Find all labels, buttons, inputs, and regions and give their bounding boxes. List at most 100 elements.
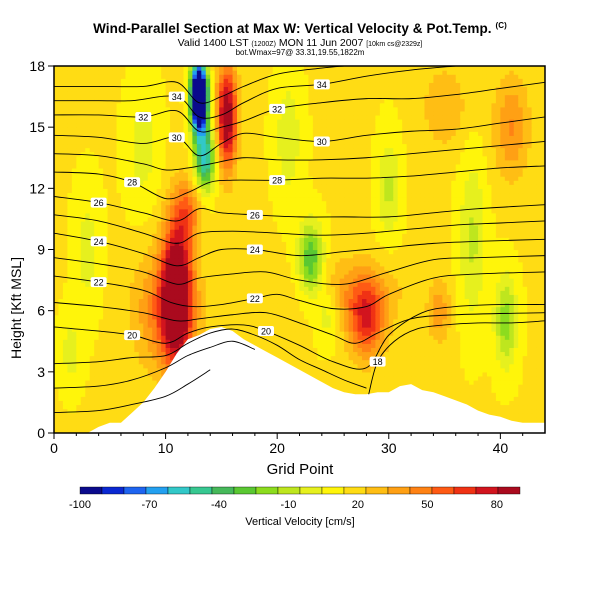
- velocity-cell: [469, 400, 475, 406]
- velocity-cell: [361, 290, 368, 295]
- velocity-cell: [536, 273, 542, 279]
- velocity-cell: [527, 273, 533, 279]
- velocity-cell: [183, 278, 189, 283]
- velocity-cell: [451, 302, 457, 308]
- velocity-cell: [98, 253, 104, 259]
- velocity-cell: [312, 375, 318, 381]
- velocity-cell: [241, 261, 247, 267]
- velocity-cell: [335, 351, 341, 357]
- velocity-cell: [120, 326, 127, 332]
- velocity-cell: [522, 375, 528, 381]
- velocity-cell: [344, 310, 350, 316]
- velocity-cell: [250, 261, 256, 267]
- velocity-cell: [433, 339, 439, 344]
- velocity-cell: [321, 363, 327, 369]
- velocity-cell: [353, 269, 359, 275]
- velocity-cell: [500, 257, 506, 263]
- velocity-cell: [129, 347, 135, 353]
- velocity-cell: [281, 261, 287, 267]
- velocity-cell: [455, 269, 461, 275]
- velocity-cell: [509, 404, 515, 410]
- velocity-cell: [344, 318, 350, 324]
- velocity-cell: [393, 269, 399, 275]
- velocity-cell: [357, 318, 363, 324]
- velocity-cell: [120, 371, 127, 377]
- velocity-cell: [540, 379, 545, 385]
- velocity-cell: [500, 375, 506, 381]
- velocity-cell: [397, 331, 403, 336]
- velocity-cell: [348, 339, 354, 344]
- velocity-cell: [58, 245, 64, 251]
- velocity-cell: [152, 286, 158, 291]
- velocity-cell: [527, 355, 533, 361]
- velocity-cell: [455, 351, 461, 357]
- velocity-cell: [384, 331, 390, 336]
- velocity-cell: [469, 339, 475, 344]
- velocity-cell: [482, 265, 488, 271]
- velocity-cell: [107, 306, 113, 312]
- velocity-cell: [272, 314, 278, 320]
- velocity-cell: [500, 306, 506, 312]
- velocity-cell: [437, 269, 443, 275]
- velocity-cell: [89, 269, 95, 275]
- velocity-cell: [71, 322, 77, 328]
- velocity-cell: [540, 314, 545, 320]
- velocity-cell: [411, 371, 417, 377]
- velocity-cell: [420, 261, 426, 267]
- velocity-cell: [165, 351, 171, 357]
- velocity-cell: [219, 282, 225, 287]
- velocity-cell: [473, 359, 479, 365]
- velocity-cell: [129, 253, 135, 259]
- velocity-cell: [187, 245, 193, 251]
- velocity-cell: [522, 335, 528, 340]
- velocity-cell: [437, 306, 443, 312]
- velocity-cell: [411, 326, 417, 332]
- velocity-cell: [272, 257, 278, 263]
- velocity-cell: [312, 282, 318, 287]
- velocity-cell: [370, 331, 376, 336]
- velocity-cell: [277, 294, 283, 300]
- velocity-cell: [504, 278, 510, 283]
- velocity-cell: [138, 367, 144, 373]
- velocity-cell: [259, 339, 265, 344]
- velocity-cell: [205, 294, 211, 300]
- velocity-cell: [299, 282, 305, 287]
- velocity-cell: [76, 408, 82, 414]
- velocity-cell: [527, 404, 533, 410]
- velocity-cell: [62, 384, 68, 389]
- velocity-cell: [67, 278, 73, 283]
- velocity-cell: [156, 347, 162, 353]
- velocity-cell: [504, 318, 510, 324]
- velocity-cell: [62, 310, 68, 316]
- velocity-cell: [527, 396, 533, 401]
- velocity-cell: [321, 261, 327, 267]
- velocity-cell: [518, 404, 524, 410]
- velocity-cell: [125, 408, 131, 414]
- velocity-cell: [518, 339, 524, 344]
- velocity-cell: [178, 294, 185, 300]
- velocity-cell: [486, 326, 493, 332]
- velocity-cell: [491, 351, 497, 357]
- velocity-cell: [513, 331, 519, 336]
- velocity-cell: [272, 265, 278, 271]
- velocity-cell: [486, 375, 493, 381]
- velocity-cell: [446, 318, 452, 324]
- velocity-cell: [67, 331, 73, 336]
- velocity-cell: [94, 424, 100, 430]
- velocity-cell: [62, 318, 68, 324]
- velocity-cell: [223, 318, 229, 324]
- velocity-cell: [330, 347, 336, 353]
- velocity-cell: [536, 367, 542, 373]
- velocity-cell: [232, 286, 238, 291]
- velocity-cell: [317, 367, 323, 373]
- velocity-cell: [62, 355, 68, 361]
- velocity-cell: [228, 298, 234, 304]
- velocity-cell: [62, 298, 68, 304]
- velocity-cell: [89, 400, 95, 406]
- velocity-cell: [134, 314, 140, 320]
- velocity-cell: [98, 339, 104, 344]
- velocity-cell: [112, 314, 118, 320]
- velocity-cell: [478, 306, 484, 312]
- velocity-cell: [67, 249, 73, 255]
- velocity-cell: [107, 326, 113, 332]
